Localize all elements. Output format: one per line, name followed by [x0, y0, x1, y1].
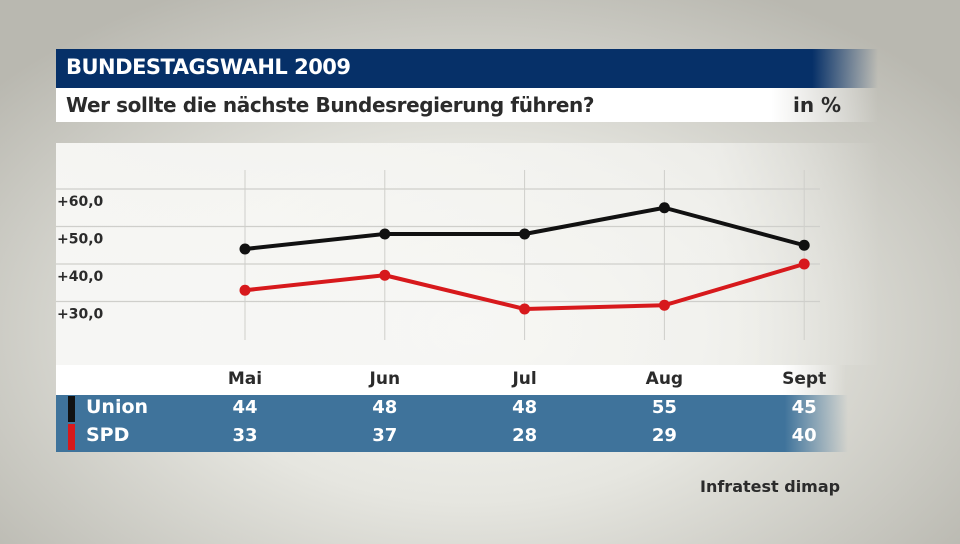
- legend-swatch: [68, 424, 75, 450]
- data-point-spd: [379, 269, 391, 281]
- data-point-spd: [239, 284, 251, 296]
- x-tick-label: Jul: [512, 369, 537, 389]
- y-tick-label: +60,0: [57, 194, 104, 210]
- chart-title: BUNDESTAGSWAHL 2009: [66, 55, 351, 79]
- legend-swatch: [68, 396, 75, 422]
- data-point-union: [519, 228, 531, 240]
- x-tick-label: Mai: [227, 369, 263, 389]
- data-point-union: [239, 243, 251, 255]
- data-point-spd: [658, 299, 670, 311]
- subtitle-bar: Wer sollte die nächste Bundesregierung f…: [56, 88, 878, 122]
- data-label: 37: [372, 425, 398, 446]
- data-point-union: [379, 228, 391, 240]
- unit-label: in %: [793, 93, 842, 117]
- data-point-union: [658, 202, 670, 214]
- data-point-spd: [798, 258, 810, 270]
- data-point-spd: [519, 303, 531, 315]
- data-label: 48: [372, 397, 398, 418]
- header-bar: BUNDESTAGSWAHL 2009: [56, 49, 878, 88]
- data-label: 48: [512, 397, 538, 418]
- x-tick-label: Sept: [782, 369, 827, 389]
- data-label: 33: [232, 425, 258, 446]
- data-label: 28: [512, 425, 538, 446]
- data-label: 55: [651, 397, 677, 418]
- plot-panel: [56, 143, 880, 365]
- x-tick-label: Aug: [645, 369, 684, 389]
- table-body: Union 44 48 48 55 45 SPD 33 37 28 29 40: [56, 395, 848, 452]
- legend-label: SPD: [86, 424, 130, 446]
- data-label: 44: [232, 397, 258, 418]
- table-header-row: Mai Jun Jul Aug Sept: [56, 365, 846, 395]
- legend-label: Union: [86, 396, 149, 418]
- data-label: 29: [651, 425, 677, 446]
- data-label: 40: [791, 425, 817, 446]
- data-label: 45: [791, 397, 817, 418]
- y-tick-label: +30,0: [57, 307, 104, 323]
- source-label: Infratest dimap: [700, 477, 841, 496]
- chart-question: Wer sollte die nächste Bundesregierung f…: [66, 93, 595, 117]
- data-point-union: [798, 239, 810, 251]
- x-tick-label: Jun: [369, 369, 401, 389]
- y-tick-label: +50,0: [57, 232, 104, 248]
- y-tick-label: +40,0: [57, 269, 104, 285]
